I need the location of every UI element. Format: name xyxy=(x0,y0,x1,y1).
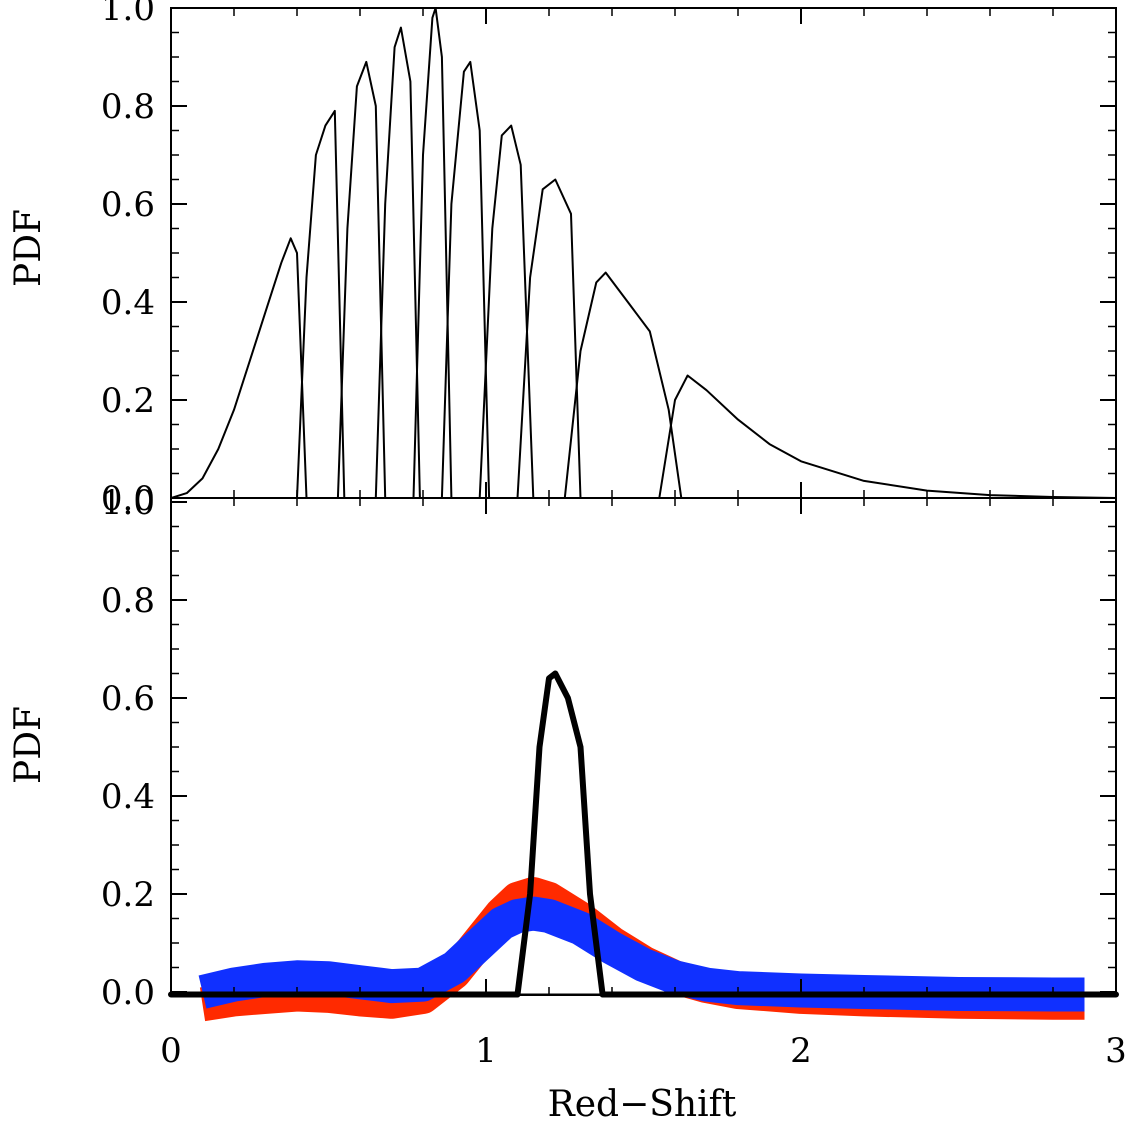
top-series-group xyxy=(171,8,1116,498)
top-series-7 xyxy=(516,178,582,498)
top-frame xyxy=(170,7,1117,499)
top-series-0 xyxy=(171,237,308,498)
bottom-ytick-label: 0.8 xyxy=(101,581,155,621)
top-series-6 xyxy=(478,124,535,498)
top-ytick-label: 1.0 xyxy=(101,0,155,29)
bottom-ytick-label: 1.0 xyxy=(101,483,155,523)
bottom-xtick-label: 1 xyxy=(475,1031,497,1071)
bottom-ytick-label: 0.2 xyxy=(101,875,155,915)
top-series-3 xyxy=(374,26,421,498)
bottom-ytick-label: 0.4 xyxy=(101,777,155,817)
top-ytick-label: 0.6 xyxy=(101,185,155,225)
top-panel: 0.0 0.2 0.4 0.6 0.8 1.0 xyxy=(101,0,1117,519)
bottom-panel: 0.0 0.2 0.4 0.6 0.8 1.0 0 1 2 3 xyxy=(101,483,1127,1071)
top-ytick-label: 0.8 xyxy=(101,87,155,127)
top-ytick-label: 0.2 xyxy=(101,381,155,421)
top-series-8 xyxy=(563,271,683,498)
top-ylabel: PDF xyxy=(8,209,49,287)
top-series-9 xyxy=(658,374,1116,498)
bottom-xtick-label: 0 xyxy=(160,1031,182,1071)
bottom-series-group xyxy=(168,670,1119,1022)
top-ytick-label: 0.4 xyxy=(101,283,155,323)
bottom-xtick-label: 3 xyxy=(1105,1031,1127,1071)
top-series-4 xyxy=(412,8,453,498)
top-series-5 xyxy=(440,60,491,498)
bottom-xtick-label: 2 xyxy=(790,1031,812,1071)
bottom-frame xyxy=(170,497,1117,996)
bottom-xlabel: Red−Shift xyxy=(548,1084,737,1122)
top-ytick-label: 0.0 xyxy=(101,479,155,519)
bottom-ytick-label: 0.6 xyxy=(101,679,155,719)
top-series-2 xyxy=(336,60,387,498)
bottom-ytick-label: 0.0 xyxy=(101,973,155,1013)
bottom-series-2 xyxy=(168,670,1119,998)
top-series-1 xyxy=(296,109,346,498)
bottom-ylabel: PDF xyxy=(8,706,49,784)
bottom-series-1 xyxy=(198,896,1085,1012)
